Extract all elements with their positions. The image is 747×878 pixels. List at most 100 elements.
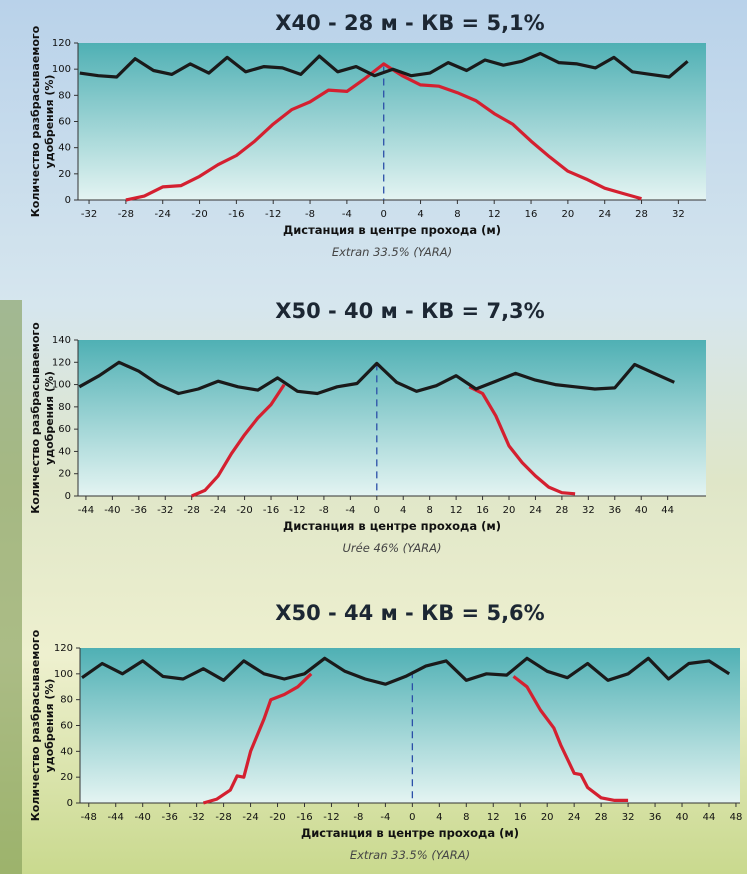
y-tick-label: 40 bbox=[58, 446, 71, 457]
x-tick-label: -40 bbox=[135, 812, 151, 823]
y-axis-label: Количество разбрасываемого bbox=[29, 25, 42, 217]
x-tick-label: -16 bbox=[296, 812, 312, 823]
x-axis-label: Дистанция в центре прохода (м) bbox=[283, 519, 501, 533]
x-tick-label: 12 bbox=[487, 812, 500, 823]
x-tick-label: 44 bbox=[661, 505, 674, 516]
y-tick-label: 20 bbox=[60, 772, 73, 783]
x-tick-label: 16 bbox=[514, 812, 527, 823]
x-tick-label: 48 bbox=[730, 812, 743, 823]
x-tick-label: 0 bbox=[381, 209, 387, 220]
x-tick-label: 8 bbox=[463, 812, 469, 823]
x-tick-label: 12 bbox=[450, 505, 463, 516]
x-tick-label: 4 bbox=[400, 505, 406, 516]
x-axis-label: Дистанция в центре прохода (м) bbox=[301, 826, 519, 840]
x-tick-label: 20 bbox=[562, 209, 575, 220]
y-tick-label: 100 bbox=[52, 64, 71, 75]
plot-area bbox=[78, 340, 706, 496]
y-axis-label: удобрения (%) bbox=[43, 679, 56, 773]
x-tick-label: 24 bbox=[529, 505, 542, 516]
x-tick-label: -36 bbox=[161, 812, 177, 823]
x-tick-label: 28 bbox=[635, 209, 648, 220]
plot-area bbox=[78, 43, 706, 200]
x-tick-label: -28 bbox=[118, 209, 134, 220]
x-tick-label: -24 bbox=[242, 812, 258, 823]
x-tick-label: -24 bbox=[155, 209, 171, 220]
x-tick-label: 4 bbox=[417, 209, 423, 220]
y-tick-label: 60 bbox=[58, 424, 71, 435]
y-tick-label: 20 bbox=[58, 169, 71, 180]
y-tick-label: 40 bbox=[60, 746, 73, 757]
x-tick-label: -32 bbox=[157, 505, 173, 516]
caption: Extran 33.5% (YARA) bbox=[350, 848, 470, 862]
x-tick-label: 20 bbox=[541, 812, 554, 823]
x-tick-label: -24 bbox=[210, 505, 226, 516]
x-tick-label: -8 bbox=[305, 209, 315, 220]
x-tick-label: 0 bbox=[409, 812, 415, 823]
x-tick-label: 32 bbox=[582, 505, 595, 516]
y-axis-label: Количество разбрасываемого bbox=[29, 322, 42, 514]
x-tick-label: 44 bbox=[703, 812, 716, 823]
y-tick-label: 0 bbox=[67, 798, 73, 809]
y-tick-label: 100 bbox=[54, 669, 73, 680]
caption: Urée 46% (YARA) bbox=[343, 541, 442, 555]
x-tick-label: 0 bbox=[374, 505, 380, 516]
x-tick-label: 36 bbox=[608, 505, 621, 516]
x-tick-label: 32 bbox=[672, 209, 685, 220]
x-tick-label: 8 bbox=[454, 209, 460, 220]
x-tick-label: 4 bbox=[436, 812, 442, 823]
chart-title: X50 - 40 м - КВ = 7,3% bbox=[275, 299, 544, 323]
x-tick-label: -44 bbox=[78, 505, 94, 516]
x-tick-label: 20 bbox=[503, 505, 516, 516]
series-line bbox=[125, 62, 642, 202]
field-edge bbox=[0, 300, 22, 874]
y-tick-label: 140 bbox=[52, 335, 71, 346]
x-tick-label: 16 bbox=[525, 209, 538, 220]
caption: Extran 33.5% (YARA) bbox=[332, 245, 452, 259]
x-tick-label: -40 bbox=[104, 505, 120, 516]
y-tick-label: 60 bbox=[58, 117, 71, 128]
y-axis-label: удобрения (%) bbox=[43, 371, 56, 465]
y-tick-label: 80 bbox=[58, 90, 71, 101]
x-axis-label: Дистанция в центре прохода (м) bbox=[283, 223, 501, 237]
y-tick-label: 120 bbox=[52, 38, 71, 49]
x-tick-label: -4 bbox=[342, 209, 352, 220]
y-tick-label: 40 bbox=[58, 143, 71, 154]
x-tick-label: -28 bbox=[184, 505, 200, 516]
x-tick-label: 28 bbox=[556, 505, 569, 516]
x-tick-label: -16 bbox=[228, 209, 244, 220]
y-tick-label: 80 bbox=[60, 695, 73, 706]
series-line bbox=[191, 383, 576, 498]
x-tick-label: -32 bbox=[188, 812, 204, 823]
x-tick-label: -20 bbox=[236, 505, 252, 516]
x-tick-label: 36 bbox=[649, 812, 662, 823]
y-tick-label: 0 bbox=[65, 195, 71, 206]
y-tick-label: 120 bbox=[52, 357, 71, 368]
x-tick-label: -28 bbox=[215, 812, 231, 823]
y-tick-label: 120 bbox=[54, 643, 73, 654]
series-line bbox=[79, 51, 689, 79]
y-axis-label: Количество разбрасываемого bbox=[29, 629, 42, 821]
chart-title: X40 - 28 м - КВ = 5,1% bbox=[275, 11, 544, 35]
x-tick-label: 40 bbox=[635, 505, 648, 516]
x-tick-label: -4 bbox=[345, 505, 355, 516]
series-line bbox=[78, 360, 675, 396]
y-tick-label: 80 bbox=[58, 402, 71, 413]
series-line bbox=[81, 656, 731, 686]
x-tick-label: -36 bbox=[131, 505, 147, 516]
x-tick-label: -12 bbox=[265, 209, 281, 220]
x-tick-label: 12 bbox=[488, 209, 501, 220]
x-tick-label: -12 bbox=[323, 812, 339, 823]
chart-title: X50 - 44 м - КВ = 5,6% bbox=[275, 601, 544, 625]
y-tick-label: 0 bbox=[65, 491, 71, 502]
y-tick-label: 100 bbox=[52, 380, 71, 391]
x-tick-label: -20 bbox=[191, 209, 207, 220]
x-tick-label: -44 bbox=[108, 812, 124, 823]
x-tick-label: 24 bbox=[598, 209, 611, 220]
y-axis-label: удобрения (%) bbox=[43, 75, 56, 169]
x-tick-label: 28 bbox=[595, 812, 608, 823]
x-tick-label: 24 bbox=[568, 812, 581, 823]
y-tick-label: 60 bbox=[60, 721, 73, 732]
x-tick-label: 40 bbox=[676, 812, 689, 823]
y-tick-label: 20 bbox=[58, 469, 71, 480]
